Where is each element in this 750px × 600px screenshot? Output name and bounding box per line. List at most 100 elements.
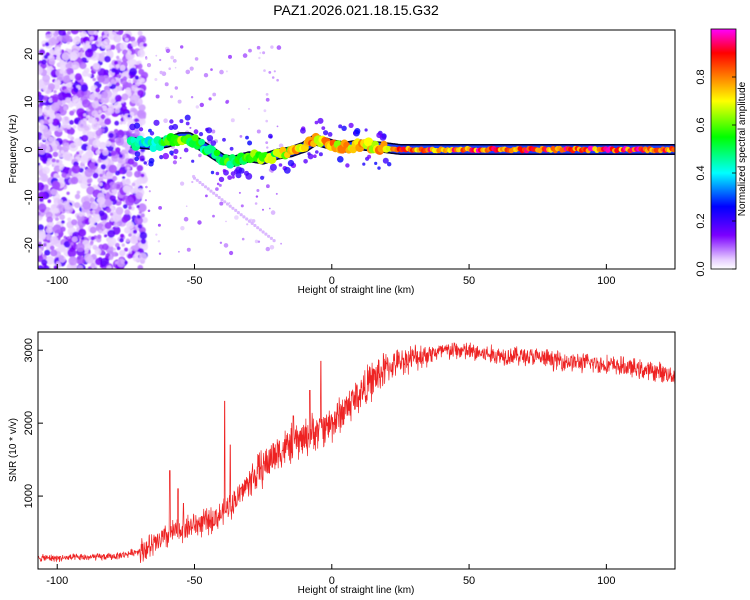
noise-blob: [143, 43, 147, 47]
noise-blob: [66, 82, 73, 88]
speckle: [165, 48, 170, 54]
noise-blob: [68, 51, 78, 61]
noise-blob: [49, 245, 55, 251]
noise-blob: [66, 67, 74, 76]
noise-blob: [66, 30, 71, 35]
noise-blob: [67, 48, 73, 54]
noise-blob: [91, 110, 99, 117]
noise-blob: [62, 167, 70, 175]
noise-blob: [127, 50, 132, 55]
speckle: [242, 53, 248, 58]
noise-blob: [101, 91, 108, 99]
noise-blob: [137, 214, 141, 219]
noise-blob: [70, 30, 79, 35]
speckle: [172, 59, 177, 63]
noise-blob: [115, 207, 124, 215]
snr-series-line: [38, 342, 675, 564]
speckle: [258, 56, 261, 60]
leak-speckle: [209, 189, 213, 193]
noise-blob: [48, 58, 56, 65]
noise-blob: [108, 96, 117, 104]
ridge-sidelobe: [222, 169, 227, 173]
ridge-sidelobe: [321, 126, 326, 130]
snr-x-axis-label: Height of straight line (km): [298, 585, 415, 596]
noise-blob: [136, 61, 140, 65]
speckle: [180, 45, 184, 49]
noise-blob: [86, 131, 95, 140]
noise-blob: [54, 79, 61, 86]
noise-blob: [55, 113, 61, 120]
noise-blob: [45, 256, 55, 265]
noise-blob: [61, 52, 70, 61]
noise-blob: [78, 120, 87, 129]
noise-blob: [119, 238, 124, 243]
noise-blob: [38, 241, 42, 246]
ridge-sidelobe: [314, 120, 319, 125]
speckle: [228, 54, 232, 59]
noise-blob: [65, 63, 71, 69]
noise-blob: [65, 48, 69, 52]
speckle: [219, 241, 223, 244]
snr-y-ticks: 1000 2000 3000: [23, 338, 43, 508]
speckle: [246, 223, 249, 226]
speckle: [239, 135, 243, 138]
speckle: [158, 206, 163, 210]
noise-blob: [78, 30, 83, 33]
noise-blob: [119, 64, 126, 71]
speckle: [144, 199, 147, 202]
speckle: [234, 215, 239, 220]
speckle: [262, 51, 266, 55]
speckle: [225, 220, 227, 223]
noise-blob: [134, 216, 143, 225]
noise-blob: [129, 235, 139, 245]
noise-blob: [67, 248, 77, 258]
noise-blob: [111, 189, 116, 193]
noise-blob: [38, 164, 43, 171]
speckle: [223, 243, 229, 248]
ridge-sidelobe: [218, 176, 225, 183]
noise-blob: [136, 204, 140, 209]
noise-blob: [139, 231, 147, 240]
noise-blob: [38, 255, 44, 262]
speckle: [164, 82, 169, 87]
noise-blob: [42, 43, 46, 47]
ridge-sidelobe: [244, 170, 249, 176]
speckle: [254, 239, 259, 244]
noise-blob: [131, 40, 138, 48]
ridge-sidelobe: [139, 127, 144, 132]
noise-blob: [92, 209, 96, 214]
ridge-sidelobe: [159, 155, 164, 160]
speckle: [210, 68, 213, 71]
noise-blob: [134, 170, 142, 178]
ridge-blob: [671, 147, 675, 153]
speckle: [198, 153, 202, 158]
ridge-sidelobe: [315, 150, 319, 154]
noise-blob: [72, 36, 81, 45]
noise-blob: [124, 260, 128, 265]
y-tick-label: 3000: [23, 338, 35, 362]
noise-blob: [58, 254, 64, 261]
noise-blob: [114, 30, 119, 33]
speckle: [185, 205, 188, 207]
noise-blob: [42, 166, 50, 175]
noise-blob: [122, 120, 127, 125]
noise-blob: [133, 244, 140, 251]
ridge-sidelobe: [222, 137, 226, 142]
colorbar-tick-label: 0.4: [695, 165, 707, 180]
snr-plot-area: [38, 332, 675, 569]
y-tick-label: 0: [23, 146, 35, 152]
noise-blob: [137, 203, 147, 213]
noise-blob: [119, 121, 123, 125]
colorbar-tick-label: 0.8: [695, 69, 707, 84]
leak-speckle: [267, 234, 271, 238]
noise-blob: [136, 165, 144, 172]
speckle: [183, 216, 189, 222]
noise-blob: [112, 247, 116, 251]
noise-blob: [121, 93, 129, 101]
noise-blob: [49, 48, 55, 54]
noise-blob: [64, 116, 69, 121]
ridge-sidelobe: [185, 121, 190, 126]
noise-blob: [115, 137, 125, 146]
noise-blob: [113, 213, 122, 223]
